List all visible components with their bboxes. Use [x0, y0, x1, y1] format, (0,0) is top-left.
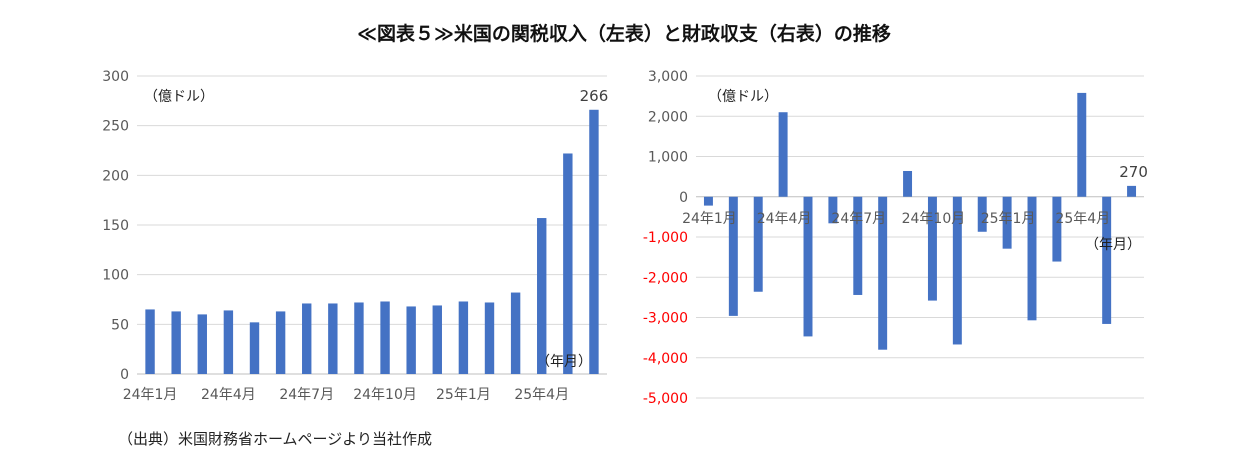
- y-tick-label: -1,000: [643, 230, 688, 246]
- bar: [563, 153, 573, 374]
- bar: [537, 218, 547, 374]
- bar: [803, 196, 813, 337]
- y-tick-label: -3,000: [643, 311, 688, 327]
- y-tick-label: 3,000: [648, 69, 688, 85]
- bar: [927, 196, 937, 301]
- bar: [432, 305, 442, 374]
- x-tick-label: 25年4月: [514, 387, 569, 403]
- bar: [753, 196, 763, 292]
- bar: [302, 303, 312, 374]
- bar: [952, 196, 962, 345]
- bar: [878, 196, 888, 350]
- y-tick-label: 1,000: [648, 150, 688, 166]
- bar: [510, 292, 521, 374]
- bar: [1027, 196, 1037, 321]
- source-note: （出典）米国財務省ホームページより当社作成: [118, 430, 432, 448]
- bar: [903, 170, 913, 197]
- y-tick-label: 50: [111, 317, 129, 333]
- bar: [778, 112, 788, 197]
- bar: [1052, 196, 1062, 262]
- x-tick-label: 24年1月: [123, 387, 178, 403]
- bar: [1077, 92, 1087, 197]
- y-tick-label: 100: [102, 268, 129, 284]
- x-tick-label: 24年7月: [279, 387, 334, 403]
- x-tick-label: 25年1月: [981, 211, 1036, 227]
- bar: [484, 302, 495, 374]
- bar: [853, 196, 863, 295]
- bar: [249, 322, 260, 374]
- y-tick-label: 0: [679, 190, 688, 206]
- bar: [197, 314, 207, 374]
- bar: [1002, 196, 1012, 249]
- figure-title: ≪図表５≫米国の関税収入（左表）と財政収支（右表）の推移: [357, 23, 891, 45]
- bar: [354, 302, 364, 374]
- y-tick-label: 300: [102, 69, 129, 85]
- x-tick-label: 24年4月: [757, 211, 812, 227]
- bar: [223, 310, 234, 374]
- x-tick-label: 25年1月: [436, 387, 491, 403]
- x-unit-label: （年月）: [1085, 237, 1141, 253]
- bar: [458, 301, 469, 374]
- bar: [977, 196, 987, 232]
- bar: [1127, 185, 1137, 197]
- bar: [828, 196, 838, 224]
- x-tick-label: 24年10月: [902, 211, 966, 227]
- bar: [380, 301, 390, 374]
- bar: [728, 196, 738, 316]
- x-tick-label: 24年4月: [201, 387, 256, 403]
- y-tick-label: 2,000: [648, 109, 688, 125]
- y-tick-label: -2,000: [643, 270, 688, 286]
- x-unit-label: （年月）: [536, 354, 592, 370]
- data-label: 266: [580, 87, 609, 105]
- y-tick-label: 200: [102, 168, 129, 184]
- bar: [703, 196, 713, 206]
- bar: [275, 311, 286, 374]
- bar: [145, 309, 155, 374]
- x-tick-label: 24年10月: [353, 387, 417, 403]
- y-unit-label: （億ドル）: [144, 89, 214, 105]
- y-tick-label: -4,000: [643, 351, 688, 367]
- x-tick-label: 24年7月: [831, 211, 886, 227]
- y-unit-label: （億ドル）: [708, 89, 778, 105]
- bar: [406, 306, 416, 374]
- data-label: 270: [1119, 163, 1148, 181]
- y-tick-label: -5,000: [643, 391, 688, 407]
- y-tick-label: 0: [120, 367, 129, 383]
- bar: [328, 303, 338, 374]
- y-tick-label: 150: [102, 218, 129, 234]
- bar: [1102, 196, 1112, 324]
- y-tick-label: 250: [102, 119, 129, 135]
- bar: [589, 109, 599, 375]
- x-tick-label: 24年1月: [682, 211, 737, 227]
- x-tick-label: 25年4月: [1055, 211, 1110, 227]
- bar: [171, 311, 181, 374]
